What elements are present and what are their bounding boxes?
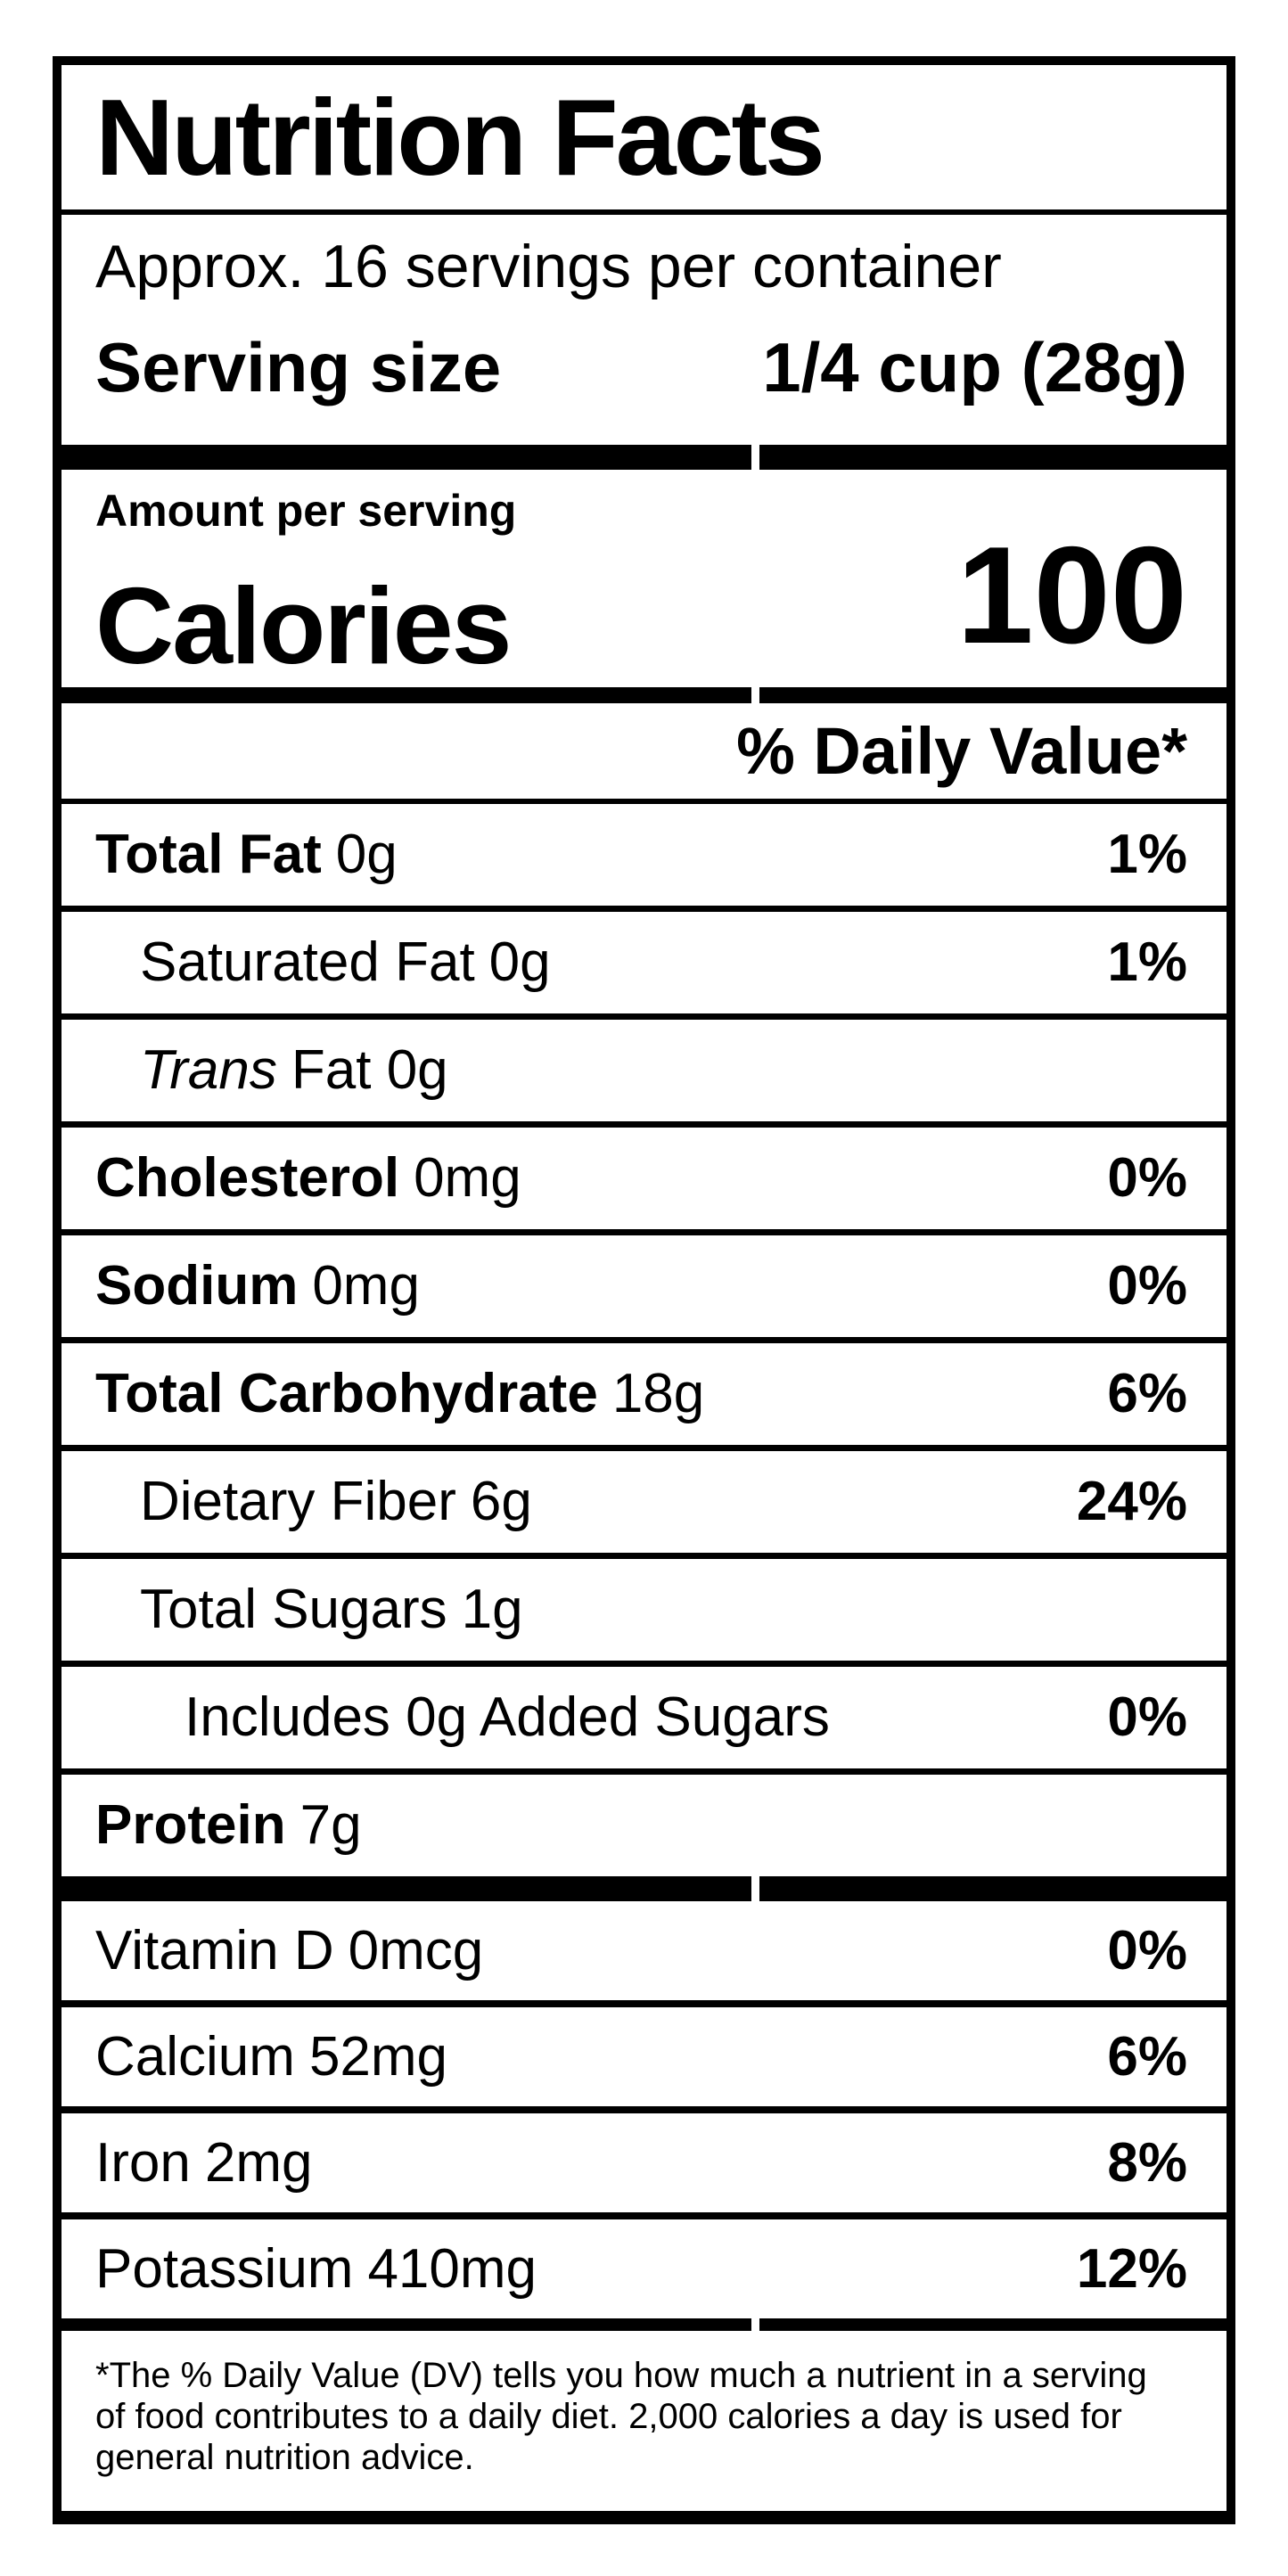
divider-under-dv-header xyxy=(62,799,1226,804)
row-divider xyxy=(62,1121,1226,1128)
serving-size-row: Serving size 1/4 cup (28g) xyxy=(95,332,1187,402)
calories-section: Amount per serving Calories 100 xyxy=(62,470,1226,687)
total-fat-dv: 1% xyxy=(1107,824,1187,885)
row-trans-fat: Trans Fat 0g xyxy=(62,1020,1226,1121)
total-carbohydrate-dv: 6% xyxy=(1107,1363,1187,1424)
nutrition-facts-label: Nutrition Facts Approx. 16 servings per … xyxy=(53,56,1235,2524)
row-cholesterol: Cholesterol 0mg 0% xyxy=(62,1128,1226,1229)
row-divider xyxy=(62,1013,1226,1020)
row-divider xyxy=(62,1768,1226,1775)
label-header: Nutrition Facts xyxy=(62,65,1226,209)
row-divider xyxy=(62,1553,1226,1559)
added-sugars-dv: 0% xyxy=(1107,1686,1187,1748)
protein-label: Protein xyxy=(95,1794,286,1856)
calories-label: Calories xyxy=(95,565,512,686)
footnote-line-1: *The % Daily Value (DV) tells you how mu… xyxy=(95,2356,1147,2395)
sodium-amount: 0mg xyxy=(312,1255,420,1317)
row-protein: Protein 7g xyxy=(62,1775,1226,1876)
serving-size-value: 1/4 cup (28g) xyxy=(762,328,1187,406)
divider-under-title xyxy=(62,209,1226,215)
daily-value-footnote: *The % Daily Value (DV) tells you how mu… xyxy=(62,2331,1226,2478)
footnote-line-3: general nutrition advice. xyxy=(95,2438,474,2477)
dietary-fiber-amount: 6g xyxy=(470,1471,532,1532)
row-total-carbohydrate: Total Carbohydrate 18g 6% xyxy=(62,1343,1226,1445)
row-vitamin-d: Vitamin D 0mcg 0% xyxy=(62,1901,1226,2000)
row-added-sugars: Includes 0g Added Sugars 0% xyxy=(62,1667,1226,1768)
cholesterol-dv: 0% xyxy=(1107,1147,1187,1209)
row-divider xyxy=(62,2106,1226,2113)
iron-label: Iron xyxy=(95,2131,191,2194)
row-calcium: Calcium 52mg 6% xyxy=(62,2007,1226,2106)
row-iron: Iron 2mg 8% xyxy=(62,2113,1226,2212)
row-divider xyxy=(62,1337,1226,1343)
iron-dv: 8% xyxy=(1107,2131,1187,2194)
serving-size-label: Serving size xyxy=(95,328,502,406)
row-divider xyxy=(62,906,1226,912)
vitamin-d-label: Vitamin D xyxy=(95,1919,334,1981)
total-fat-label: Total Fat xyxy=(95,824,322,885)
row-divider xyxy=(62,2212,1226,2219)
sodium-label: Sodium xyxy=(95,1255,299,1317)
potassium-amount: 410mg xyxy=(367,2237,537,2300)
row-divider xyxy=(62,2000,1226,2007)
trans-fat-label: Trans xyxy=(140,1039,277,1101)
calcium-dv: 6% xyxy=(1107,2025,1187,2088)
row-saturated-fat: Saturated Fat 0g 1% xyxy=(62,912,1226,1013)
bar-above-footnote xyxy=(62,2318,1226,2331)
serving-info-section: Approx. 16 servings per container Servin… xyxy=(62,236,1226,445)
calories-value: 100 xyxy=(956,518,1187,672)
dietary-fiber-label: Dietary Fiber xyxy=(140,1471,456,1532)
cholesterol-amount: 0mg xyxy=(414,1147,521,1209)
row-divider xyxy=(62,1445,1226,1451)
total-carbohydrate-amount: 18g xyxy=(611,1363,705,1424)
total-fat-amount: 0g xyxy=(335,824,398,885)
saturated-fat-dv: 1% xyxy=(1107,931,1187,993)
row-divider xyxy=(62,1229,1226,1235)
iron-amount: 2mg xyxy=(204,2131,313,2194)
cholesterol-label: Cholesterol xyxy=(95,1147,400,1209)
label-title: Nutrition Facts xyxy=(95,77,825,198)
row-potassium: Potassium 410mg 12% xyxy=(62,2219,1226,2318)
vitamin-d-amount: 0mcg xyxy=(348,1919,484,1981)
dietary-fiber-dv: 24% xyxy=(1076,1471,1187,1532)
potassium-dv: 12% xyxy=(1076,2237,1187,2300)
thick-bar-above-calories xyxy=(62,445,1226,470)
calcium-label: Calcium xyxy=(95,2025,295,2088)
row-total-fat: Total Fat 0g 1% xyxy=(62,804,1226,906)
total-sugars-label: Total Sugars xyxy=(140,1579,447,1640)
row-sodium: Sodium 0mg 0% xyxy=(62,1235,1226,1337)
amount-per-serving-label: Amount per serving xyxy=(95,486,517,536)
potassium-label: Potassium xyxy=(95,2237,354,2300)
servings-per-container: Approx. 16 servings per container xyxy=(95,233,1002,300)
row-total-sugars: Total Sugars 1g xyxy=(62,1559,1226,1661)
sodium-dv: 0% xyxy=(1107,1255,1187,1317)
saturated-fat-label: Saturated Fat xyxy=(140,931,475,993)
vitamin-d-dv: 0% xyxy=(1107,1919,1187,1981)
protein-amount: 7g xyxy=(299,1794,362,1856)
row-dietary-fiber: Dietary Fiber 6g 24% xyxy=(62,1451,1226,1553)
trans-fat-amount: Fat 0g xyxy=(291,1039,448,1101)
footnote-line-2: of food contributes to a daily diet. 2,0… xyxy=(95,2397,1122,2436)
calcium-amount: 52mg xyxy=(308,2025,448,2088)
thick-bar-above-vitamins xyxy=(62,1876,1226,1901)
bar-below-calories xyxy=(62,687,1226,703)
added-sugars-label: Includes 0g Added Sugars xyxy=(185,1686,830,1748)
saturated-fat-amount: 0g xyxy=(488,931,551,993)
calories-row: Calories 100 xyxy=(95,526,1187,687)
row-divider xyxy=(62,1661,1226,1667)
total-carbohydrate-label: Total Carbohydrate xyxy=(95,1363,598,1424)
daily-value-header: % Daily Value* xyxy=(736,714,1187,788)
total-sugars-amount: 1g xyxy=(461,1579,523,1640)
